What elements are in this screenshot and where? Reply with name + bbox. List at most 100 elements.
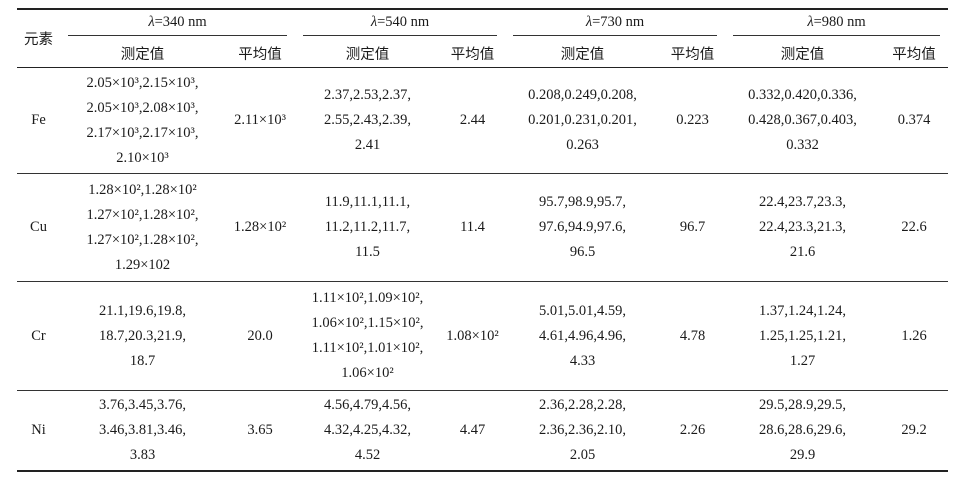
- measured-values-line: 0.428,0.367,0.403,: [748, 112, 857, 128]
- average-value-cell: 3.65: [225, 390, 295, 472]
- measured-values-cell: 0.332,0.420,0.336, 0.428,0.367,0.403, 0.33…: [725, 67, 880, 174]
- element-column-header: 元素: [17, 8, 60, 68]
- average-header: 平均值: [660, 39, 725, 68]
- measured-values-line: 0.263: [566, 137, 599, 153]
- average-value-cell: 22.6: [880, 173, 948, 282]
- average-value-cell: 0.223: [660, 67, 725, 174]
- measured-values-cell: 95.7,98.9,95.7, 97.6,94.9,97.6, 96.5: [505, 173, 660, 282]
- measured-values-list: 4.56,4.79,4.56, 4.32,4.25,4.32, 4.52: [295, 393, 440, 468]
- average-header: 平均值: [880, 39, 948, 68]
- measured-values-line: 4.52: [354, 447, 381, 463]
- measured-values-list: 29.5,28.9,29.5, 28.6,28.6,29.6, 29.9: [725, 393, 880, 468]
- measured-values-line: 5.01,5.01,4.59,: [539, 302, 626, 319]
- measured-values-line: 1.27×10²,1.28×10²,: [86, 206, 199, 223]
- measured-values-line: 21.1,19.6,19.8,: [99, 302, 186, 319]
- measured-values-cell: 1.28×10²,1.28×10² 1.27×10²,1.28×10², 1.27×…: [60, 173, 225, 282]
- measured-values-list: 0.332,0.420,0.336, 0.428,0.367,0.403, 0.33…: [725, 83, 880, 158]
- measured-values-line: 1.29×102: [114, 256, 171, 273]
- measured-values-line: 2.36,2.36,2.10,: [539, 422, 626, 438]
- wavelength-value: =340 nm: [154, 13, 207, 30]
- average-value-cell: 4.47: [440, 390, 505, 472]
- measured-values-line: 2.10×10³: [116, 149, 169, 166]
- average-value-cell: 0.374: [880, 67, 948, 174]
- wavelength-header-340: λ=340 nm: [60, 8, 295, 39]
- measured-values-cell: 2.36,2.28,2.28, 2.36,2.36,2.10, 2.05: [505, 390, 660, 472]
- average-value-cell: 2.11×10³: [225, 67, 295, 174]
- measured-values-line: 2.41: [354, 137, 381, 153]
- measured-values-line: 2.05×10³,2.15×10³,: [86, 74, 199, 91]
- lambda-symbol: λ: [585, 13, 593, 30]
- measured-values-line: 1.27: [789, 352, 816, 369]
- measured-values-line: 1.06×10²: [341, 365, 394, 381]
- measured-values-line: 22.4,23.3,21.3,: [759, 219, 846, 235]
- measured-values-list: 1.28×10²,1.28×10² 1.27×10²,1.28×10², 1.27×…: [60, 178, 225, 278]
- average-value-cell: 96.7: [660, 173, 725, 282]
- measured-values-cell: 29.5,28.9,29.5, 28.6,28.6,29.6, 29.9: [725, 390, 880, 472]
- measured-values-line: 3.76,3.45,3.76,: [99, 397, 186, 413]
- measured-values-cell: 21.1,19.6,19.8, 18.7,20.3,21.9, 18.7: [60, 281, 225, 391]
- element-cell: Cr: [17, 281, 60, 391]
- measured-values-line: 2.37,2.53,2.37,: [324, 87, 411, 103]
- measured-values-line: 29.5,28.9,29.5,: [759, 397, 846, 413]
- measured-values-line: 2.55,2.43,2.39,: [324, 112, 411, 128]
- measured-values-line: 3.83: [129, 447, 156, 463]
- average-value-cell: 2.44: [440, 67, 505, 174]
- measured-values-line: 1.37,1.24,1.24,: [759, 302, 846, 319]
- measured-values-line: 2.17×10³,2.17×10³,: [86, 124, 199, 141]
- average-header: 平均值: [225, 39, 295, 68]
- average-value-cell: 1.26: [880, 281, 948, 391]
- measured-values-list: 22.4,23.7,23.3, 22.4,23.3,21.3, 21.6: [725, 190, 880, 265]
- lambda-symbol: λ: [370, 13, 378, 30]
- measured-values-line: 11.9,11.1,11.1,: [324, 194, 411, 210]
- measured-values-line: 29.9: [789, 447, 816, 463]
- measured-values-list: 11.9,11.1,11.1, 11.2,11.2,11.7, 11.5: [295, 190, 440, 265]
- average-header: 平均值: [440, 39, 505, 68]
- table-row: Ni 3.76,3.45,3.76, 3.46,3.81,3.46, 3.83 3.65…: [17, 390, 948, 472]
- measured-values-list: 21.1,19.6,19.8, 18.7,20.3,21.9, 18.7: [60, 299, 225, 374]
- measured-values-line: 28.6,28.6,29.6,: [759, 422, 846, 438]
- measured-values-cell: 11.9,11.1,11.1, 11.2,11.2,11.7, 11.5: [295, 173, 440, 282]
- measured-values-line: 2.05×10³,2.08×10³,: [86, 99, 199, 116]
- average-value-cell: 29.2: [880, 390, 948, 472]
- wavelength-header-730: λ=730 nm: [505, 8, 725, 39]
- measured-values-cell: 1.11×10²,1.09×10², 1.06×10²,1.15×10², 1.11…: [295, 281, 440, 391]
- measured-values-list: 0.208,0.249,0.208, 0.201,0.231,0.201, 0.26…: [505, 83, 660, 158]
- measured-values-line: 11.2,11.2,11.7,: [324, 219, 411, 235]
- measured-values-list: 1.37,1.24,1.24, 1.25,1.25,1.21, 1.27: [725, 299, 880, 374]
- measured-values-line: 22.4,23.7,23.3,: [759, 194, 846, 210]
- lambda-symbol: λ: [148, 13, 155, 30]
- measured-values-line: 3.46,3.81,3.46,: [99, 422, 186, 438]
- table-body: Fe 2.05×10³,2.15×10³, 2.05×10³,2.08×10³, 2.…: [17, 67, 948, 472]
- average-value-cell: 1.08×10²: [440, 281, 505, 391]
- element-cell: Fe: [17, 67, 60, 174]
- table-header: 元素 λ=340 nm λ=540 nm λ=730 nm λ=980 nm 测…: [17, 8, 948, 68]
- measured-values-cell: 4.56,4.79,4.56, 4.32,4.25,4.32, 4.52: [295, 390, 440, 472]
- table-row: Cu 1.28×10²,1.28×10² 1.27×10²,1.28×10², 1.2…: [17, 173, 948, 282]
- average-value-cell: 11.4: [440, 173, 505, 282]
- measured-values-line: 11.5: [355, 244, 380, 260]
- average-value-cell: 20.0: [225, 281, 295, 391]
- measured-values-cell: 0.208,0.249,0.208, 0.201,0.231,0.201, 0.26…: [505, 67, 660, 174]
- measured-values-list: 5.01,5.01,4.59, 4.61,4.96,4.96, 4.33: [505, 299, 660, 374]
- average-value-cell: 2.26: [660, 390, 725, 472]
- header-row-wavelengths: 元素 λ=340 nm λ=540 nm λ=730 nm λ=980 nm: [17, 8, 948, 68]
- measured-values-line: 21.6: [789, 244, 816, 260]
- measured-values-line: 96.5: [569, 244, 596, 260]
- measured-values-cell: 5.01,5.01,4.59, 4.61,4.96,4.96, 4.33: [505, 281, 660, 391]
- measured-values-list: 3.76,3.45,3.76, 3.46,3.81,3.46, 3.83: [60, 393, 225, 468]
- measured-values-list: 95.7,98.9,95.7, 97.6,94.9,97.6, 96.5: [505, 190, 660, 265]
- measured-values-list: 2.36,2.28,2.28, 2.36,2.36,2.10, 2.05: [505, 393, 660, 468]
- measured-values-line: 0.208,0.249,0.208,: [528, 87, 637, 103]
- measured-values-cell: 1.37,1.24,1.24, 1.25,1.25,1.21, 1.27: [725, 281, 880, 391]
- measured-values-line: 0.332: [786, 137, 819, 153]
- average-value-cell: 1.28×10²: [225, 173, 295, 282]
- measured-values-list: 2.05×10³,2.15×10³, 2.05×10³,2.08×10³, 2.17…: [60, 71, 225, 171]
- element-cell: Ni: [17, 390, 60, 472]
- measured-values-line: 2.05: [569, 447, 596, 463]
- measured-values-cell: 2.37,2.53,2.37, 2.55,2.43,2.39, 2.41: [295, 67, 440, 174]
- measured-values-line: 0.332,0.420,0.336,: [748, 87, 857, 103]
- measured-values-line: 4.32,4.25,4.32,: [324, 422, 411, 438]
- measured-values-cell: 2.05×10³,2.15×10³, 2.05×10³,2.08×10³, 2.17…: [60, 67, 225, 174]
- average-value-cell: 4.78: [660, 281, 725, 391]
- wavelength-value: =980 nm: [813, 13, 866, 30]
